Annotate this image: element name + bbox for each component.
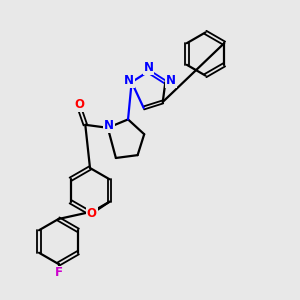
Text: N: N xyxy=(124,74,134,87)
Text: N: N xyxy=(143,61,154,74)
Text: F: F xyxy=(55,266,62,280)
Text: O: O xyxy=(75,98,85,111)
Text: N: N xyxy=(166,74,176,87)
Text: N: N xyxy=(104,119,114,132)
Text: O: O xyxy=(87,207,97,220)
